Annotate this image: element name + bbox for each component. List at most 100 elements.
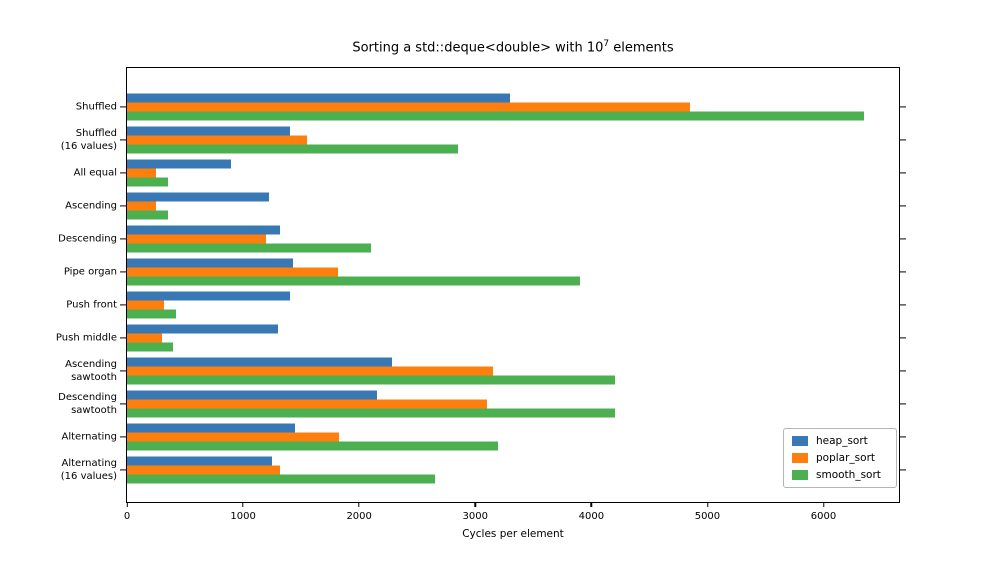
category-label: Descending bbox=[58, 233, 117, 244]
category-row: Alternating (16 values) bbox=[61, 453, 906, 486]
heap_sort-bar bbox=[127, 423, 296, 432]
y-tick-left bbox=[120, 402, 126, 405]
heap_sort-swatch bbox=[792, 436, 808, 446]
bar-group bbox=[127, 390, 899, 417]
y-tick-right bbox=[900, 138, 906, 141]
x-tick-label: 0 bbox=[123, 511, 131, 522]
poplar_sort-swatch bbox=[792, 453, 808, 463]
y-tick-right bbox=[900, 336, 906, 339]
x-tick-mark bbox=[822, 502, 825, 507]
y-tick-right bbox=[900, 204, 906, 207]
smooth_sort-bar bbox=[127, 111, 865, 120]
chart-title-suffix: elements bbox=[609, 40, 674, 56]
category-label: Shuffled bbox=[75, 101, 117, 112]
heap_sort-bar bbox=[127, 225, 281, 234]
chart-title-prefix: Sorting a std::deque<double> with 10 bbox=[352, 40, 604, 56]
poplar_sort-bar bbox=[127, 432, 340, 441]
category-label: Pipe organ bbox=[63, 266, 117, 277]
y-tick-left bbox=[120, 270, 126, 273]
legend-item: poplar_sort bbox=[792, 452, 888, 464]
smooth_sort-bar bbox=[127, 144, 458, 153]
plot-rows: Shuffled Shuffled (16 values) All equal Asc… bbox=[56, 90, 906, 486]
smooth_sort-bar bbox=[127, 243, 371, 252]
x-tick-mark bbox=[126, 502, 128, 507]
poplar_sort-bar bbox=[127, 333, 162, 342]
category-label: Alternating (16 values) bbox=[60, 457, 117, 482]
category-row: Descending sawtooth bbox=[58, 387, 906, 420]
bar-group bbox=[127, 324, 899, 351]
heap_sort-bar bbox=[127, 324, 278, 333]
smooth_sort-bar bbox=[127, 309, 176, 318]
poplar_sort-bar bbox=[127, 300, 165, 309]
y-tick-right bbox=[900, 468, 906, 471]
category-row: Push middle bbox=[56, 321, 906, 354]
y-tick-left bbox=[120, 204, 126, 207]
legend: heap_sort poplar_sort smooth_sort bbox=[783, 428, 897, 488]
bar-group bbox=[127, 456, 899, 483]
category-row: Shuffled bbox=[76, 90, 906, 123]
smooth_sort-bar bbox=[127, 474, 435, 483]
y-tick-left bbox=[120, 435, 126, 438]
y-tick-right bbox=[900, 237, 906, 240]
smooth_sort-swatch bbox=[792, 470, 808, 480]
x-tick-label: 5000 bbox=[694, 511, 721, 522]
poplar_sort-bar bbox=[127, 465, 281, 474]
x-tick: 6000 bbox=[811, 502, 836, 522]
x-tick-mark bbox=[474, 502, 476, 507]
heap_sort-bar bbox=[127, 126, 290, 135]
smooth_sort-bar bbox=[127, 210, 168, 219]
poplar_sort-bar bbox=[127, 168, 157, 177]
smooth_sort-bar bbox=[127, 441, 499, 450]
category-label: Push front bbox=[66, 299, 117, 310]
x-tick: 4000 bbox=[579, 502, 604, 522]
heap_sort-bar bbox=[127, 456, 273, 465]
y-tick-left bbox=[120, 468, 126, 471]
legend-item-label: heap_sort bbox=[816, 435, 868, 447]
heap_sort-bar bbox=[127, 291, 290, 300]
heap_sort-bar bbox=[127, 159, 232, 168]
category-label: Push middle bbox=[55, 332, 117, 343]
y-tick-right bbox=[900, 402, 906, 405]
y-tick-left bbox=[120, 336, 126, 339]
category-row: Alternating bbox=[62, 420, 906, 453]
y-tick-left bbox=[120, 369, 126, 372]
category-row: Ascending sawtooth bbox=[65, 354, 906, 387]
poplar_sort-bar bbox=[127, 102, 691, 111]
y-tick-left bbox=[120, 105, 126, 108]
chart-title-exponent: 7 bbox=[603, 39, 610, 49]
x-tick-mark bbox=[706, 502, 709, 507]
poplar_sort-bar bbox=[127, 366, 493, 375]
bar-group bbox=[127, 423, 899, 450]
plot-area: Shuffled Shuffled (16 values) All equal Asc… bbox=[56, 67, 906, 522]
y-tick-left bbox=[120, 237, 126, 240]
category-label: All equal bbox=[73, 167, 117, 178]
smooth_sort-bar bbox=[127, 342, 174, 351]
poplar_sort-bar bbox=[127, 201, 157, 210]
x-axis-label: Cycles per element bbox=[462, 528, 564, 540]
y-tick-right bbox=[900, 435, 906, 438]
heap_sort-bar bbox=[127, 357, 392, 366]
category-label: Descending sawtooth bbox=[58, 391, 117, 416]
legend-item: heap_sort bbox=[792, 435, 888, 447]
category-row: Push front bbox=[66, 288, 906, 321]
smooth_sort-bar bbox=[127, 408, 615, 417]
x-tick-label: 1000 bbox=[230, 511, 256, 522]
poplar_sort-bar bbox=[127, 267, 339, 276]
bar-group bbox=[127, 93, 899, 120]
bar-group bbox=[127, 258, 899, 285]
bar-group bbox=[127, 291, 899, 318]
x-tick: 3000 bbox=[463, 502, 488, 522]
y-tick-left bbox=[120, 171, 126, 174]
legend-item-label: smooth_sort bbox=[816, 469, 881, 481]
legend-item: smooth_sort bbox=[792, 469, 888, 481]
category-row: Shuffled (16 values) bbox=[61, 123, 906, 156]
y-tick-right bbox=[900, 171, 906, 174]
legend-item-label: poplar_sort bbox=[816, 452, 876, 464]
bar-group bbox=[127, 192, 899, 219]
category-label: Alternating bbox=[61, 431, 117, 442]
category-row: All equal bbox=[74, 156, 906, 189]
category-row: Ascending bbox=[65, 189, 906, 222]
category-label: Shuffled (16 values) bbox=[60, 127, 117, 152]
heap_sort-bar bbox=[127, 93, 511, 102]
poplar_sort-bar bbox=[127, 234, 267, 243]
